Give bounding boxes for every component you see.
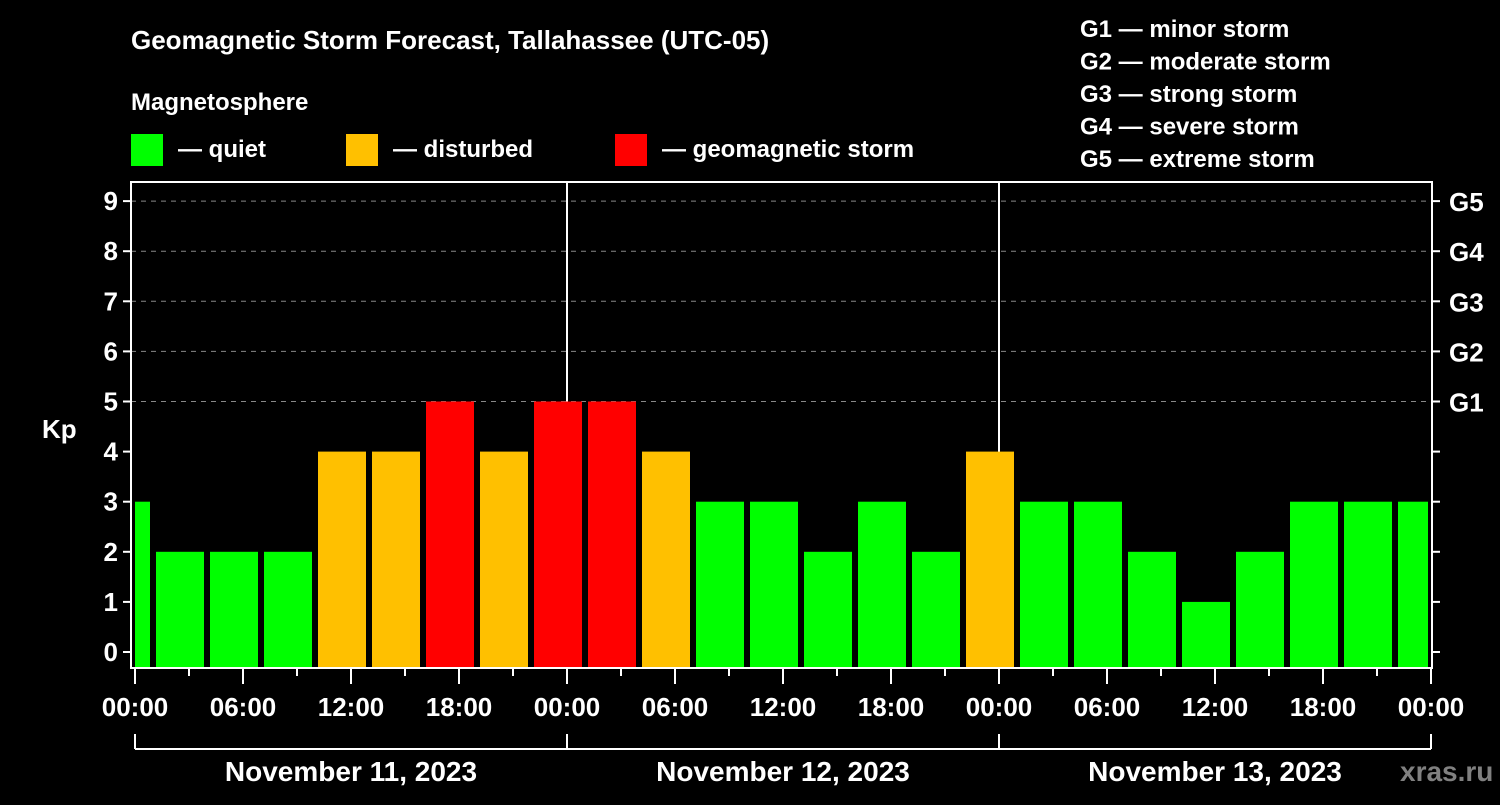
storm-scale-legend: G1 — minor storm G2 — moderate storm G3 — …	[1080, 16, 1331, 173]
x-tick-label: 18:00	[426, 692, 493, 722]
watermark: xras.ru	[1400, 756, 1493, 787]
axes: 0 1 2 3 4 5 6 7 8 9 G1 G2 G3 G4 G5 00:00 06:00 12:00 18:00…	[102, 181, 1484, 787]
bar	[912, 551, 960, 668]
bar	[426, 401, 474, 668]
g-level-label: G5	[1449, 187, 1484, 217]
legend-swatch	[346, 134, 378, 166]
plot-frame	[130, 181, 1433, 669]
y-tick-label: 4	[104, 437, 119, 467]
bar	[318, 451, 366, 668]
bar	[804, 551, 852, 668]
x-tick-label: 06:00	[210, 692, 277, 722]
chart-title: Geomagnetic Storm Forecast, Tallahassee …	[131, 25, 769, 55]
y-axis-label: Kp	[42, 414, 77, 444]
bar	[372, 451, 420, 668]
x-tick-label: 12:00	[750, 692, 817, 722]
storm-scale-item: G5 — extreme storm	[1080, 146, 1315, 173]
legend-label: — disturbed	[393, 136, 533, 163]
bar	[534, 401, 582, 668]
x-tick-label: 00:00	[534, 692, 601, 722]
x-tick-label: 00:00	[966, 692, 1033, 722]
x-tick-label: 12:00	[1182, 692, 1249, 722]
y-tick-label: 0	[104, 637, 118, 667]
bar	[750, 501, 798, 668]
g-level-label: G3	[1449, 287, 1484, 317]
g-level-label: G2	[1449, 337, 1484, 367]
bar	[1344, 501, 1392, 668]
date-label: November 12, 2023	[656, 756, 910, 787]
x-tick-label: 18:00	[1290, 692, 1357, 722]
bar	[858, 501, 906, 668]
g-level-label: G1	[1449, 388, 1484, 418]
legend-title: Magnetosphere	[131, 89, 308, 116]
legend-label: — geomagnetic storm	[662, 136, 914, 163]
legend-swatch	[615, 134, 647, 166]
bar	[966, 451, 1014, 668]
storm-scale-item: G2 — moderate storm	[1080, 49, 1331, 76]
x-tick-label: 00:00	[1398, 692, 1465, 722]
x-tick-label: 18:00	[858, 692, 925, 722]
legend-label: — quiet	[178, 136, 266, 163]
bar	[1236, 551, 1284, 668]
storm-scale-item: G4 — severe storm	[1080, 114, 1299, 141]
bar	[210, 551, 258, 668]
y-tick-label: 6	[104, 336, 118, 366]
bar	[642, 451, 690, 668]
bar	[1290, 501, 1338, 668]
bars	[135, 401, 1428, 668]
y-tick-label: 3	[104, 487, 118, 517]
bar	[588, 401, 636, 668]
y-tick-label: 7	[104, 286, 118, 316]
bar	[1074, 501, 1122, 668]
x-tick-label: 06:00	[642, 692, 709, 722]
legend-swatch	[131, 134, 163, 166]
date-label: November 13, 2023	[1088, 756, 1342, 787]
x-tick-label: 06:00	[1074, 692, 1141, 722]
y-tick-label: 2	[104, 537, 118, 567]
y-tick-label: 8	[104, 236, 118, 266]
storm-scale-item: G3 — strong storm	[1080, 81, 1297, 108]
bar	[135, 501, 150, 668]
g-level-label: G4	[1449, 237, 1484, 267]
bar	[696, 501, 744, 668]
x-tick-label: 00:00	[102, 692, 169, 722]
bar	[480, 451, 528, 668]
legend: — quiet — disturbed — geomagnetic storm	[131, 134, 914, 166]
date-label: November 11, 2023	[225, 756, 477, 787]
y-tick-label: 5	[104, 387, 118, 417]
bar	[264, 551, 312, 668]
y-tick-label: 9	[104, 186, 118, 216]
bar	[1128, 551, 1176, 668]
y-tick-label: 1	[104, 587, 118, 617]
bar	[1398, 501, 1428, 668]
x-tick-label: 12:00	[318, 692, 385, 722]
bar	[1020, 501, 1068, 668]
storm-scale-item: G1 — minor storm	[1080, 16, 1289, 43]
bar	[1182, 601, 1230, 668]
bar	[156, 551, 204, 668]
